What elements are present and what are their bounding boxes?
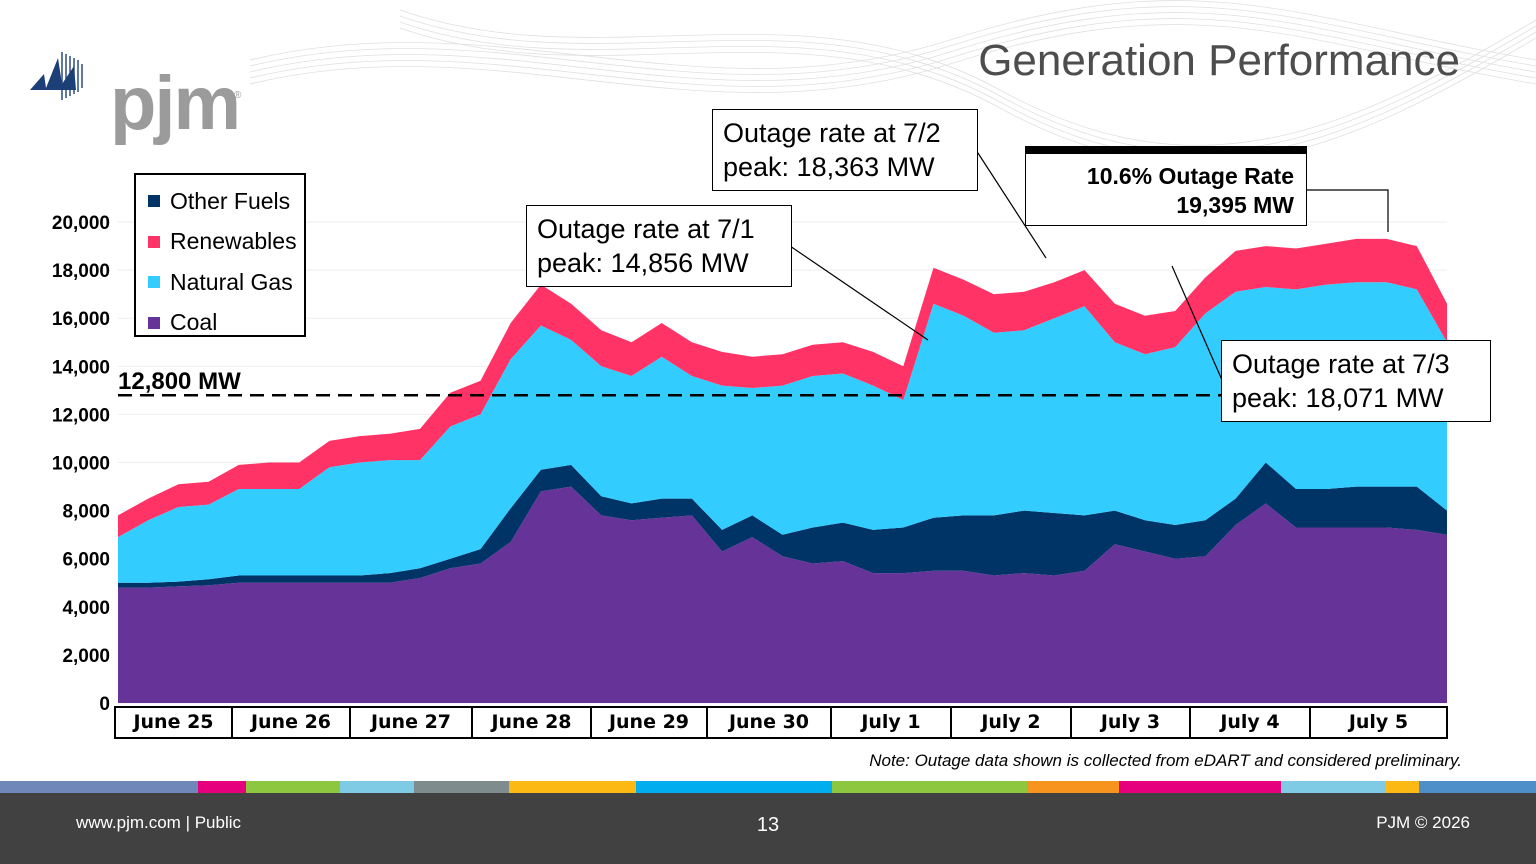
leader-peak: [1306, 189, 1389, 232]
strip-segment: [1419, 781, 1536, 793]
legend-item-renewables: Renewables: [148, 222, 304, 263]
callout-jul1: Outage rate at 7/1 peak: 14,856 MW: [526, 205, 792, 287]
y-tick-label: 16,000: [52, 309, 110, 330]
logo-registered: ®: [234, 90, 242, 101]
callout-jul2-line2: peak: 18,363 MW: [723, 152, 935, 182]
x-cell-june-25: June 25: [116, 708, 233, 737]
leader-jul2: [975, 149, 1047, 259]
footnote: Note: Outage data shown is collected fro…: [869, 751, 1462, 770]
strip-segment: [1281, 781, 1385, 793]
pjm-logo: pjm ®: [22, 38, 241, 142]
callout-jul1-line2: peak: 14,856 MW: [537, 248, 749, 278]
legend-label: Renewables: [170, 228, 297, 255]
area-natural-gas: [118, 282, 1447, 583]
callout-jul2-line1: Outage rate at 7/2: [723, 118, 941, 148]
strip-segment: [1119, 781, 1281, 793]
y-tick-label: 6,000: [62, 550, 110, 571]
area-coal: [118, 486, 1447, 703]
x-cell-july-1: July 1: [832, 708, 952, 737]
legend-swatch: [148, 276, 160, 289]
footer: www.pjm.com | Public 13 PJM © 2026: [0, 793, 1536, 864]
callout-peak-line1: 10.6% Outage Rate: [1086, 163, 1294, 189]
footer-website: www.pjm.com | Public: [76, 813, 242, 832]
callout-jul3-line1: Outage rate at 7/3: [1232, 349, 1450, 379]
y-axis-ticks: 0 2,000 4,000 6,000 8,000 10,000 12,000 14,000 1…: [52, 213, 110, 715]
page-number: 13: [756, 814, 780, 836]
y-tick-label: 4,000: [62, 598, 110, 619]
strip-segment: [246, 781, 340, 793]
strip-segment: [832, 781, 1027, 793]
y-tick-label: 20,000: [52, 213, 110, 234]
x-axis-table: June 25 June 26 June 27 June 28 June 29 …: [114, 706, 1448, 739]
legend-label: Natural Gas: [170, 268, 293, 295]
y-tick-label: 8,000: [62, 502, 110, 523]
strip-segment: [1385, 781, 1419, 793]
strip-segment: [636, 781, 832, 793]
footer-copyright: PJM © 2026: [1376, 813, 1470, 832]
legend-item-coal: Coal: [148, 303, 304, 344]
threshold-label: 12,800 MW: [118, 368, 241, 395]
x-cell-july-4: July 4: [1191, 708, 1311, 737]
strip-segment: [1027, 781, 1119, 793]
strip-segment: [509, 781, 636, 793]
leader-jul3: [1171, 265, 1223, 381]
callout-peak: 10.6% Outage Rate 19,395 MW: [1025, 146, 1307, 226]
strip-segment: [198, 781, 246, 793]
y-tick-label: 18,000: [52, 261, 110, 282]
strip-segment: [414, 781, 509, 793]
y-tick-label: 0: [99, 694, 110, 715]
legend-item-natural-gas: Natural Gas: [148, 262, 304, 303]
callout-jul2: Outage rate at 7/2 peak: 18,363 MW: [712, 109, 978, 191]
legend-swatch: [148, 235, 160, 248]
generation-chart: 0 2,000 4,000 6,000 8,000 10,000 12,000 14,000 1…: [52, 149, 1447, 715]
decorative-waves: [249, 0, 1536, 164]
area-renewables: [118, 238, 1447, 538]
y-tick-label: 14,000: [52, 357, 110, 378]
callout-leaders: [789, 149, 1389, 381]
x-cell-june-30: June 30: [708, 708, 832, 737]
x-cell-july-2: July 2: [952, 708, 1072, 737]
logo-wordmark: pjm: [110, 61, 241, 146]
strip-segment: [340, 781, 414, 793]
area-other-fuels: [118, 462, 1447, 588]
callout-jul3: Outage rate at 7/3 peak: 18,071 MW: [1221, 340, 1491, 422]
color-strip: [0, 781, 1536, 793]
x-cell-july-3: July 3: [1072, 708, 1191, 737]
legend-item-other-fuels: Other Fuels: [148, 181, 304, 222]
x-cell-june-28: June 28: [473, 708, 592, 737]
y-tick-label: 2,000: [62, 646, 110, 667]
strip-segment: [0, 781, 198, 793]
page-title: Generation Performance: [978, 36, 1460, 85]
callout-peak-line2: 19,395 MW: [1176, 192, 1294, 218]
callout-jul3-line2: peak: 18,071 MW: [1232, 383, 1444, 413]
x-cell-june-26: June 26: [233, 708, 351, 737]
y-tick-label: 10,000: [52, 454, 110, 475]
x-cell-june-29: June 29: [592, 708, 708, 737]
legend-label: Other Fuels: [170, 187, 291, 214]
x-cell-july-5: July 5: [1348, 711, 1409, 733]
x-cell-june-27: June 27: [351, 708, 473, 737]
chart-legend: Other Fuels Renewables Natural Gas Coal: [134, 173, 306, 337]
legend-swatch: [148, 316, 160, 329]
legend-swatch: [148, 195, 160, 208]
callout-jul1-line1: Outage rate at 7/1: [537, 214, 755, 244]
chart-areas: [118, 238, 1447, 703]
pjm-logo-icon: [30, 52, 83, 100]
legend-label: Coal: [170, 309, 218, 336]
y-tick-label: 12,000: [52, 405, 110, 426]
leader-jul1: [789, 245, 929, 341]
